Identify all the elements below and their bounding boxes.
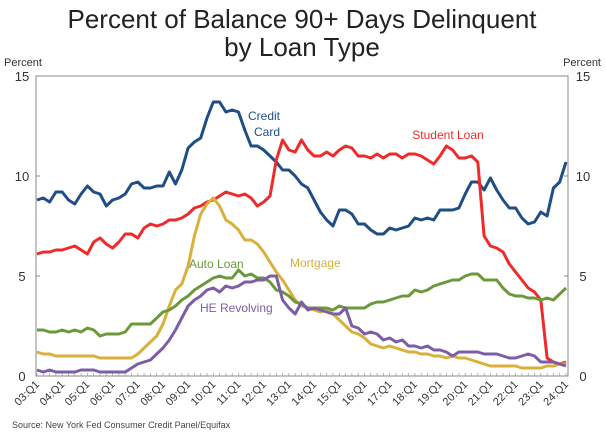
series-line-credit-card [36,100,568,236]
x-tick-label: 06:Q1 [88,379,118,409]
x-tick-label: 17:Q1 [365,379,395,409]
chart-title-line2: by Loan Type [224,32,380,62]
x-tick-label: 24:Q1 [541,379,571,409]
plot-frame [35,75,569,377]
x-tick-label: 05:Q1 [63,379,93,409]
y-tick-label-left: 15 [15,69,29,84]
chart-title-line1: Percent of Balance 90+ Days Delinquent [67,4,537,34]
y-tick-label-right: 10 [576,169,590,184]
x-tick-label: 03:Q1 [12,379,42,409]
x-tick-label: 07:Q1 [113,379,143,409]
x-tick-label: 16:Q1 [340,379,370,409]
series-line-he-revolving [36,274,567,374]
x-tick-label: 10:Q1 [189,379,219,409]
x-tick-label: 20:Q1 [441,379,471,409]
y-axis-label-right: Percent [563,57,601,69]
x-tick-label: 23:Q1 [516,379,546,409]
series-label-credit-card-line2: Card [254,125,280,139]
x-tick-label: 13:Q1 [264,379,294,409]
x-tick-label: 12:Q1 [239,379,269,409]
source-note: Source: New York Fed Consumer Credit Pan… [12,420,231,430]
series-label-he-revolving: HE Revolving [200,301,273,315]
series-label-auto-loan: Auto Loan [189,257,244,271]
series-label-credit-card-line1: Credit [248,109,281,123]
y-tick-label-left: 5 [18,269,25,284]
y-tick-label-left: 10 [15,169,29,184]
series-line-student-loan [36,138,567,366]
x-tick-label: 18:Q1 [390,379,420,409]
y-tick-label-right: 5 [579,269,586,284]
series-label-mortgage: Mortgage [290,256,341,270]
x-tick-label: 21:Q1 [466,379,496,409]
x-tick-label: 08:Q1 [138,379,168,409]
y-tick-label-left: 0 [18,369,25,384]
y-tick-label-right: 15 [576,69,590,84]
x-tick-label: 15:Q1 [315,379,345,409]
y-tick-label-right: 0 [579,369,586,384]
x-tick-label: 19:Q1 [415,379,445,409]
series-label-student-loan: Student Loan [412,128,483,142]
x-tick-label: 14:Q1 [290,379,320,409]
x-tick-label: 09:Q1 [164,379,194,409]
x-tick-label: 22:Q1 [491,379,521,409]
series-line-mortgage [36,196,566,370]
x-tick-label: 04:Q1 [38,379,68,409]
y-axis-label-left: Percent [4,57,42,69]
x-tick-label: 11:Q1 [215,379,244,408]
